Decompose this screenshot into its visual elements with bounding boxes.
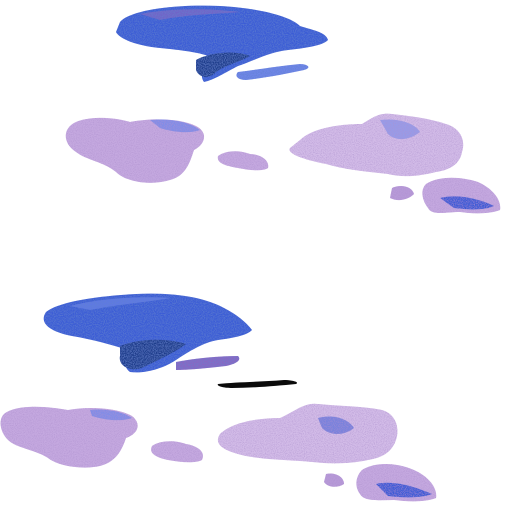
tissue-section-bottom-lilac xyxy=(0,403,437,502)
tissue-section-bottom-blue xyxy=(43,293,253,373)
tissue-blob-right xyxy=(289,113,464,177)
tissue-fragment-mid xyxy=(217,151,269,171)
ink-mark xyxy=(217,380,298,388)
tissue-fragment-mid xyxy=(151,441,204,463)
tissue-edge xyxy=(70,297,170,310)
tissue-blob-right-blue xyxy=(318,416,354,434)
tissue-fold xyxy=(196,52,250,77)
tissue-blob-left xyxy=(65,117,205,183)
tissue-edge xyxy=(140,9,240,20)
tissue-blob-left-blue xyxy=(90,409,132,421)
tissue-fragment-low xyxy=(324,473,344,487)
tissue-section-top-blue xyxy=(116,5,328,82)
tissue-fold xyxy=(119,339,186,370)
tissue-strip xyxy=(236,64,309,80)
tissue-strip-blue xyxy=(376,482,432,498)
tissue-blob-left-blue xyxy=(150,119,200,133)
tissue-strip xyxy=(176,356,240,370)
tissue-blob xyxy=(43,293,253,373)
tissue-strip-blue xyxy=(440,196,494,210)
tissue-blob xyxy=(116,5,328,82)
tissue-section-top-lilac xyxy=(65,113,501,214)
tissue-blob-right xyxy=(217,403,398,464)
tissue-fragment-low xyxy=(390,186,414,201)
tissue-blob-right-blue xyxy=(380,119,420,140)
tissue-blob-left xyxy=(0,406,138,468)
